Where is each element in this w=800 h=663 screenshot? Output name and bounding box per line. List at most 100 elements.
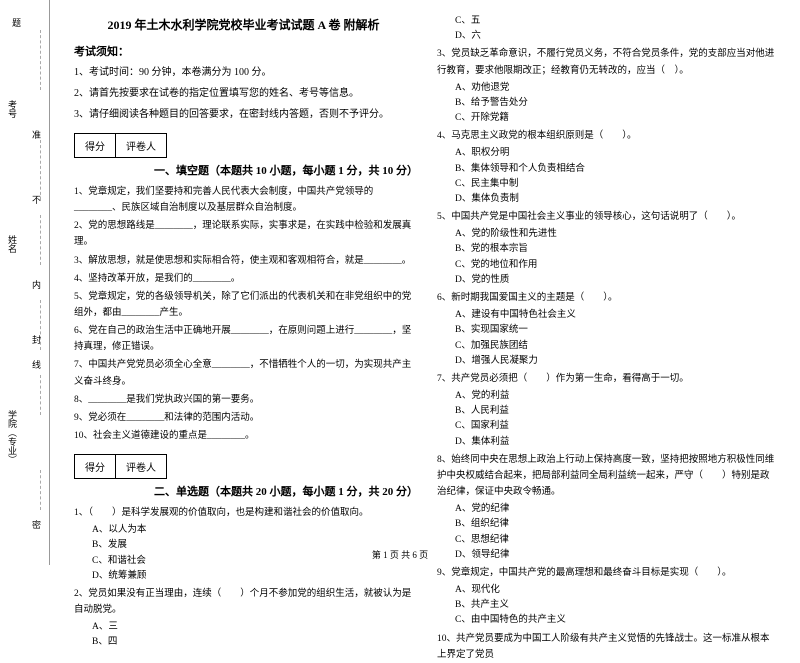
mcq-block: 7、共产党员必须把（ ）作为第一生命，看得高于一切。 A、党的利益 B、人民利益… [437,371,776,450]
part1-title: 一、填空题（本题共 10 小题，每小题 1 分，共 10 分） [74,162,413,178]
mcq-opt: A、劝他退党 [455,81,776,96]
page-footer: 第 1 页 共 6 页 [0,548,800,561]
margin-label: 学院（专业） [6,410,19,464]
mcq-options-cont: C、五 D、六 [437,8,776,44]
mcq-opt: B、党的根本宗旨 [455,242,776,257]
mcq-opt: A、三 [92,620,413,635]
mcq-stem: 9、党章规定，中国共产党的最高理想和最终奋斗目标是实现（ ）。 [437,565,776,581]
mcq-opt: C、思想纪律 [455,533,776,548]
mcq-block: 1、（ ）是科学发展观的价值取向，也是构建和谐社会的价值取向。 A、以人为本 B… [74,505,413,584]
score-cell: 得分 [74,133,116,158]
mcq-opt: A、党的利益 [455,389,776,404]
mcq-options: A、党的阶级性和先进性 B、党的根本宗旨 C、党的地位和作用 D、党的性质 [437,227,776,288]
mcq-options: A、三 B、四 [74,620,413,650]
mcq-opt: A、现代化 [455,583,776,598]
mcq-stem: 4、马克思主义政党的根本组织原则是（ ）。 [437,128,776,144]
dotted-line [40,140,41,200]
mcq-opt: B、共产主义 [455,598,776,613]
mcq-opt: B、人民利益 [455,404,776,419]
dotted-line [40,470,41,510]
mcq-options: A、劝他退党 B、给予警告处分 C、开除党籍 [437,81,776,127]
mcq-options: A、建设有中国特色社会主义 B、实现国家统一 C、加强民族团结 D、增强人民凝聚… [437,308,776,369]
mcq-opt: A、职权分明 [455,146,776,161]
fill-q: 3、解放思想，就是使思想和实际相合符，使主观和客观相符合，就是________。 [74,253,413,269]
mcq-opt: D、六 [455,29,776,44]
dotted-line [40,30,41,90]
mcq-opt: D、集体利益 [455,435,776,450]
mcq-opt: B、组织纪律 [455,517,776,532]
mcq-opt: A、建设有中国特色社会主义 [455,308,776,323]
mcq-block: 5、中国共产党是中国社会主义事业的领导核心，这句话说明了（ ）。 A、党的阶级性… [437,209,776,288]
mcq-opt: B、四 [92,635,413,650]
margin-label: 内 [30,280,43,289]
mcq-opt: A、以人为本 [92,523,413,538]
content-area: 2019 年土木水利学院党校毕业考试试题 A 卷 附解析 考试须知： 1、考试时… [50,0,800,565]
score-box: 得分 评卷人 [74,454,413,479]
mcq-stem: 5、中国共产党是中国社会主义事业的领导核心，这句话说明了（ ）。 [437,209,776,225]
fill-q: 2、党的思想路线是________，理论联系实际，实事求是，在实践中检验和发展真… [74,218,413,250]
mcq-block: 8、始终同中央在思想上政治上行动上保持高度一致，坚持把按照地方积极性同维护中央权… [437,452,776,563]
mcq-opt: B、给予警告处分 [455,96,776,111]
score-cell: 评卷人 [116,133,167,158]
mcq-opt: A、党的阶级性和先进性 [455,227,776,242]
fill-questions: 1、党章规定，我们坚要持和完善人民代表大会制度，中国共产党领导的________… [74,184,413,444]
left-column: 2019 年土木水利学院党校毕业考试试题 A 卷 附解析 考试须知： 1、考试时… [62,8,425,557]
mcq-options: A、党的利益 B、人民利益 C、国家利益 D、集体利益 [437,389,776,450]
margin-label: 准 [30,130,43,139]
mcq-opt: C、党的地位和作用 [455,258,776,273]
mcq-stem: 1、（ ）是科学发展观的价值取向，也是构建和谐社会的价值取向。 [74,505,413,521]
margin-label: 姓名 [6,235,19,253]
mcq-stem: 10、共产党员要成为中国工人阶级有共产主义觉悟的先锋战士。这一标准从根本上界定了… [437,631,776,663]
mcq-opt: C、民主集中制 [455,177,776,192]
mcq-opt: D、党的性质 [455,273,776,288]
dotted-line [40,375,41,415]
mcq-opt: C、开除党籍 [455,111,776,126]
mcq-opt: A、党的纪律 [455,502,776,517]
mcq-opt: D、统筹兼顾 [92,569,413,584]
mcq-stem: 3、党员缺乏革命意识，不履行党员义务，不符合党员条件，党的支部应当对他进行教育，… [437,46,776,78]
mcq-block: 4、马克思主义政党的根本组织原则是（ ）。 A、职权分明 B、集体领导和个人负责… [437,128,776,207]
right-column: C、五 D、六 3、党员缺乏革命意识，不履行党员义务，不符合党员条件，党的支部应… [425,8,788,557]
mcq-block: 3、党员缺乏革命意识，不履行党员义务，不符合党员条件，党的支部应当对他进行教育，… [437,46,776,126]
notice-item: 1、考试时间：90 分钟，本卷满分为 100 分。 [74,65,413,81]
fill-q: 9、党必须在________和法律的范围内活动。 [74,410,413,426]
mcq-block: 10、共产党员要成为中国工人阶级有共产主义觉悟的先锋战士。这一标准从根本上界定了… [437,631,776,663]
mcq-stem: 7、共产党员必须把（ ）作为第一生命，看得高于一切。 [437,371,776,387]
margin-label: 考号 [6,100,19,118]
part2-title: 二、单选题（本题共 20 小题，每小题 1 分，共 20 分） [74,483,413,499]
fill-q: 4、坚持改革开放，是我们的________。 [74,271,413,287]
mcq-opt: D、增强人民凝聚力 [455,354,776,369]
notice-item: 3、请仔细阅读各种题目的回答要求，在密封线内答题，否则不予评分。 [74,107,413,123]
score-cell: 评卷人 [116,454,167,479]
mcq-opt: C、加强民族团结 [455,339,776,354]
score-cell: 得分 [74,454,116,479]
mcq-stem: 8、始终同中央在思想上政治上行动上保持高度一致，坚持把按照地方积极性同维护中央权… [437,452,776,500]
mcq-opt: C、由中国特色的共产主义 [455,613,776,628]
mcq-block: 9、党章规定，中国共产党的最高理想和最终奋斗目标是实现（ ）。 A、现代化 B、… [437,565,776,629]
mcq-options: A、职权分明 B、集体领导和个人负责相结合 C、民主集中制 D、集体负责制 [437,146,776,207]
notice-item: 2、请首先按要求在试卷的指定位置填写您的姓名、考号等信息。 [74,86,413,102]
mcq-opt: D、集体负责制 [455,192,776,207]
fill-q: 8、________是我们党执政兴国的第一要务。 [74,392,413,408]
exam-page: 题 考号 准 不 姓名 内 线 学院（专业） 封 密 2019 年土木水利学院党… [0,0,800,565]
margin-label: 线 [30,360,43,369]
mcq-options: A、现代化 B、共产主义 C、由中国特色的共产主义 [437,583,776,629]
score-box: 得分 评卷人 [74,133,413,158]
mcq-block: 6、新时期我国爱国主义的主题是（ ）。 A、建设有中国特色社会主义 B、实现国家… [437,290,776,369]
margin-label: 题 [10,18,23,27]
margin-mark: 封 [30,335,43,344]
margin-mark: 不 [30,195,43,204]
notice-list: 1、考试时间：90 分钟，本卷满分为 100 分。 2、请首先按要求在试卷的指定… [74,65,413,123]
fill-q: 10、社会主义道德建设的重点是________。 [74,428,413,444]
fill-q: 6、党在自己的政治生活中正确地开展________，在原则问题上进行______… [74,323,413,355]
dotted-line [40,215,41,265]
mcq-opt: C、国家利益 [455,419,776,434]
fill-q: 1、党章规定，我们坚要持和完善人民代表大会制度，中国共产党领导的________… [74,184,413,216]
fill-q: 5、党章规定，党的各级领导机关，除了它们派出的代表机关和在非党组织中的党组外，都… [74,289,413,321]
mcq-opt: B、实现国家统一 [455,323,776,338]
mcq-opt: C、五 [455,14,776,29]
mcq-opt: B、集体领导和个人负责相结合 [455,162,776,177]
exam-title: 2019 年土木水利学院党校毕业考试试题 A 卷 附解析 [74,16,413,33]
margin-label: 密 [30,520,43,529]
mcq-stem: 6、新时期我国爱国主义的主题是（ ）。 [437,290,776,306]
